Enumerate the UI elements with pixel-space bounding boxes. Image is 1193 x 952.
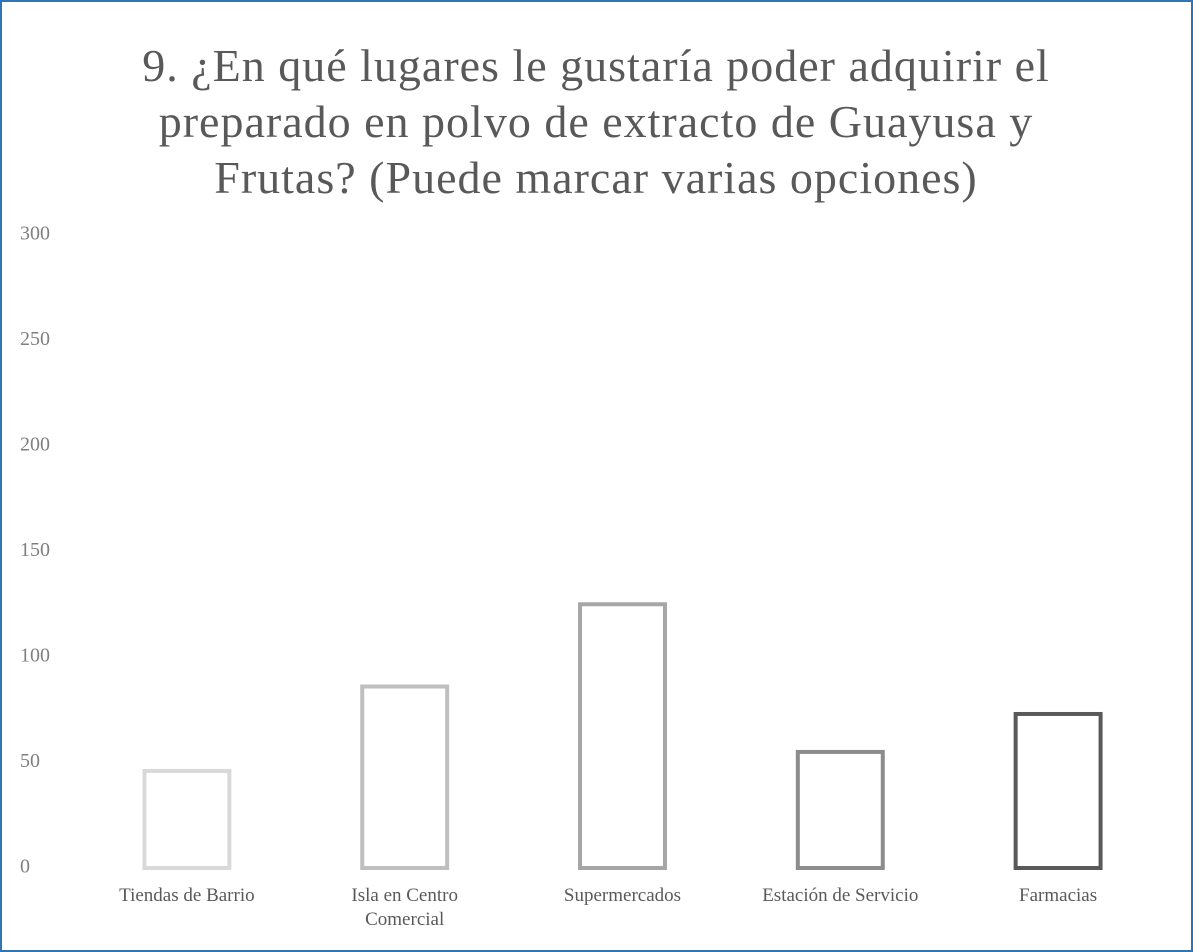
y-tick-label: 100 xyxy=(20,645,50,667)
y-tick-label: 200 xyxy=(20,434,50,456)
bar xyxy=(360,684,450,870)
chart-title: 9. ¿En qué lugares le gustaría poder adq… xyxy=(142,40,1050,203)
x-tick-label: Estación de Servicio xyxy=(762,885,919,906)
x-tick-label: Farmacias xyxy=(1019,885,1098,906)
y-tick-label: 150 xyxy=(20,539,50,561)
y-tick-label: 50 xyxy=(20,750,40,772)
bar xyxy=(1013,711,1103,870)
x-tick-label: Supermercados xyxy=(563,885,682,906)
bar xyxy=(795,749,885,871)
x-tick-label: Isla en Centro Comercial xyxy=(351,885,458,930)
bar xyxy=(142,768,232,870)
y-tick-label: 0 xyxy=(20,856,30,878)
y-tick-label: 300 xyxy=(20,223,50,245)
x-tick-label: Tiendas de Barrio xyxy=(119,885,255,906)
bar xyxy=(578,602,667,870)
y-tick-label: 250 xyxy=(20,328,50,350)
